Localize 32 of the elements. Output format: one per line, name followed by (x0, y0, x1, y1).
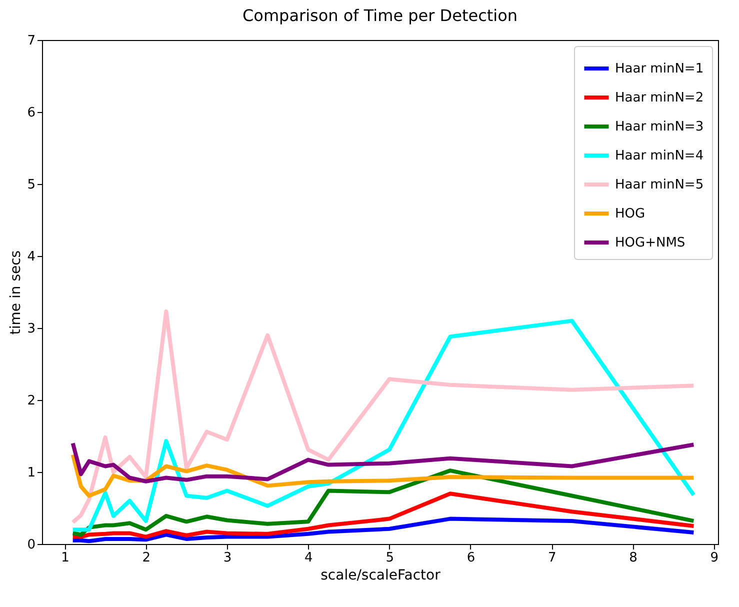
legend-label: Haar minN=3 (615, 120, 704, 134)
y-tick-label: 1 (27, 466, 36, 480)
line-series (70, 492, 696, 539)
legend-label: HOG+NMS (615, 236, 686, 250)
legend-label: Haar minN=4 (615, 148, 704, 164)
y-tick-label: 7 (27, 34, 36, 48)
y-tick-label: 2 (27, 394, 36, 408)
y-axis-title: time in secs (8, 250, 24, 335)
line-series (70, 468, 696, 537)
y-tick-label: 3 (27, 322, 36, 336)
legend-label: Haar minN=5 (615, 178, 704, 192)
y-tick-label: 0 (27, 538, 36, 552)
x-tick-label: 8 (629, 550, 638, 566)
x-tick-label: 6 (466, 550, 476, 566)
x-tick-label: 4 (304, 550, 313, 566)
x-tick-label: 1 (61, 550, 70, 566)
x-tick-label: 9 (710, 550, 719, 566)
line-series (70, 516, 696, 544)
y-tick-label: 5 (27, 178, 36, 192)
x-tick-label: 3 (223, 550, 232, 566)
y-tick-label: 6 (27, 106, 36, 120)
legend-label: Haar minN=2 (615, 90, 704, 106)
y-tick-label: 4 (27, 250, 36, 264)
line-series (70, 441, 696, 484)
legend-label: Haar minN=1 (615, 62, 704, 76)
x-tick-label: 7 (548, 550, 556, 566)
x-axis-title: scale/scaleFactor (320, 568, 441, 584)
x-tick-label: 2 (142, 550, 151, 566)
chart-title: Comparison of Time per Detection (242, 6, 518, 25)
legend-label: HOG (615, 206, 646, 222)
x-tick-label: 5 (386, 550, 394, 566)
line-series (70, 452, 696, 498)
